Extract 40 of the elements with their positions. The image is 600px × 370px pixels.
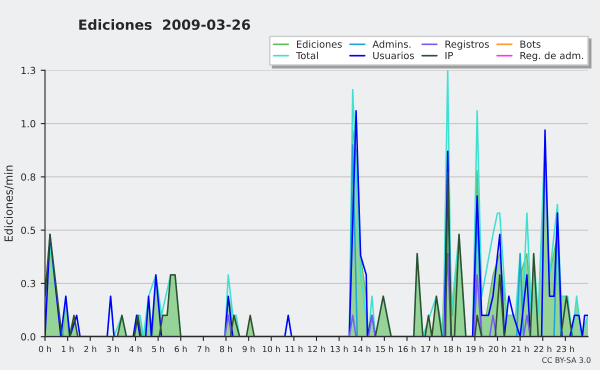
x-tick-label: 5 h bbox=[152, 346, 164, 352]
chart-title: Ediciones 2009-03-26 bbox=[79, 19, 250, 30]
y-axis-title: Ediciones/min bbox=[4, 166, 14, 242]
x-tick-label: 10 h bbox=[262, 346, 280, 352]
legend-label: Usuarios bbox=[373, 52, 414, 60]
x-tick-label: 13 h bbox=[330, 346, 348, 352]
y-tick-label: 1.3 bbox=[22, 66, 36, 74]
legend-label: IP bbox=[446, 52, 453, 60]
x-tick-label: 15 h bbox=[376, 346, 393, 352]
x-tick-label: 11 h bbox=[286, 346, 302, 352]
y-tick-label: 1.0 bbox=[22, 120, 36, 128]
x-tick-label: 9 h bbox=[242, 346, 255, 352]
x-tick-label: 17 h bbox=[421, 346, 438, 352]
y-tick-label: 0.3 bbox=[21, 280, 36, 288]
legend-label: Registros bbox=[446, 40, 489, 50]
x-tick-label: 16 h bbox=[398, 346, 416, 352]
x-tick-label: 19 h bbox=[466, 346, 484, 352]
x-tick-label: 23 h bbox=[556, 346, 574, 352]
x-tick-label: 14 h bbox=[353, 346, 370, 352]
y-tick-label: 0.5 bbox=[21, 226, 36, 234]
x-tick-label: 8 h bbox=[220, 346, 232, 352]
legend-label: Reg. de adm. bbox=[520, 52, 584, 62]
x-tick-label: 7 h bbox=[197, 346, 210, 352]
x-tick-label: 21 h bbox=[511, 346, 529, 352]
x-tick-label: 18 h bbox=[444, 346, 461, 352]
x-tick-label: 6 h bbox=[174, 346, 187, 352]
legend-label: Ediciones bbox=[296, 40, 342, 48]
x-tick-label: 1 h bbox=[62, 346, 74, 352]
x-tick-label: 3 h bbox=[106, 346, 119, 352]
y-tick-label: 0.8 bbox=[21, 173, 36, 181]
legend-label: Bots bbox=[520, 40, 541, 48]
x-tick-label: 20 h bbox=[488, 346, 506, 352]
x-tick-label: 12 h bbox=[308, 346, 326, 352]
x-tick-label: 2 h bbox=[84, 346, 96, 352]
x-tick-label: 0 h bbox=[38, 346, 51, 352]
legend-label: Total bbox=[296, 52, 318, 60]
y-tick-label: 0.0 bbox=[21, 333, 36, 341]
legend-label: Admins. bbox=[372, 40, 410, 48]
x-tick-label: 4 h bbox=[129, 346, 142, 352]
x-tick-label: 22 h bbox=[534, 346, 552, 352]
